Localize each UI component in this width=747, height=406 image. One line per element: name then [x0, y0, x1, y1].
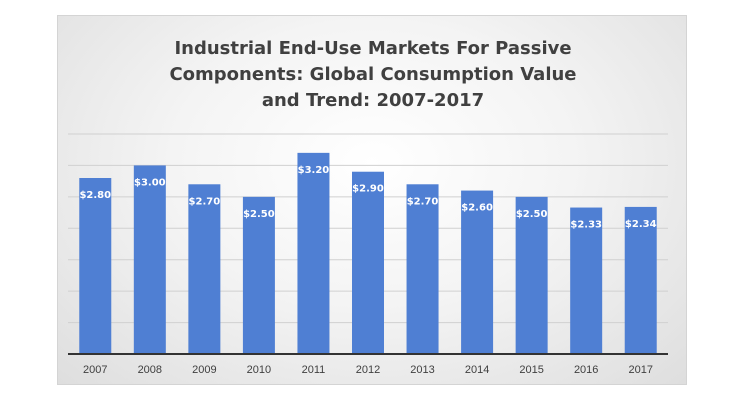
- x-tick-label-2012: 2012: [356, 364, 380, 376]
- x-tick-label-2014: 2014: [465, 364, 489, 376]
- chart-title: Industrial End-Use Markets For Passive C…: [58, 36, 688, 114]
- data-label-2015: $2.50: [516, 209, 548, 220]
- data-label-2017: $2.34: [625, 219, 657, 230]
- bar-2011: [297, 152, 330, 354]
- x-tick-label-2013: 2013: [410, 364, 434, 376]
- data-label-2009: $2.70: [189, 196, 221, 207]
- data-label-2012: $2.90: [352, 184, 384, 195]
- chart-area: Industrial End-Use Markets For Passive C…: [57, 15, 687, 385]
- data-label-2016: $2.33: [570, 220, 602, 231]
- bar-2016: [570, 207, 603, 354]
- bar-2013: [406, 184, 439, 354]
- data-label-2013: $2.70: [407, 196, 439, 207]
- bar-2008: [133, 165, 166, 354]
- x-tick-label-2017: 2017: [628, 364, 652, 376]
- bar-2017: [624, 206, 657, 354]
- data-label-2011: $3.20: [298, 165, 330, 176]
- chart-title-text: Industrial End-Use Markets For Passive C…: [169, 38, 577, 111]
- bar-2009: [188, 184, 221, 354]
- data-label-2008: $3.00: [134, 177, 166, 188]
- x-tick-label-2007: 2007: [83, 364, 107, 376]
- x-tick-label-2011: 2011: [302, 364, 326, 376]
- bar-2015: [515, 196, 548, 354]
- x-tick-label-2015: 2015: [519, 364, 543, 376]
- data-label-2007: $2.80: [79, 190, 111, 201]
- x-tick-label-2008: 2008: [138, 364, 162, 376]
- bar-2007: [79, 178, 112, 354]
- data-label-2010: $2.50: [243, 209, 275, 220]
- bar-2014: [461, 190, 494, 354]
- data-label-2014: $2.60: [461, 203, 493, 214]
- bar-chart: $2.80 2007 $3.00 2008 $2.70 2009 $2.50 2010 $3.2…: [68, 133, 668, 376]
- x-tick-label-2010: 2010: [247, 364, 271, 376]
- bar-2012: [352, 171, 384, 354]
- bar-2010: [242, 196, 275, 354]
- x-tick-label-2016: 2016: [574, 364, 598, 376]
- x-tick-label-2009: 2009: [192, 364, 216, 376]
